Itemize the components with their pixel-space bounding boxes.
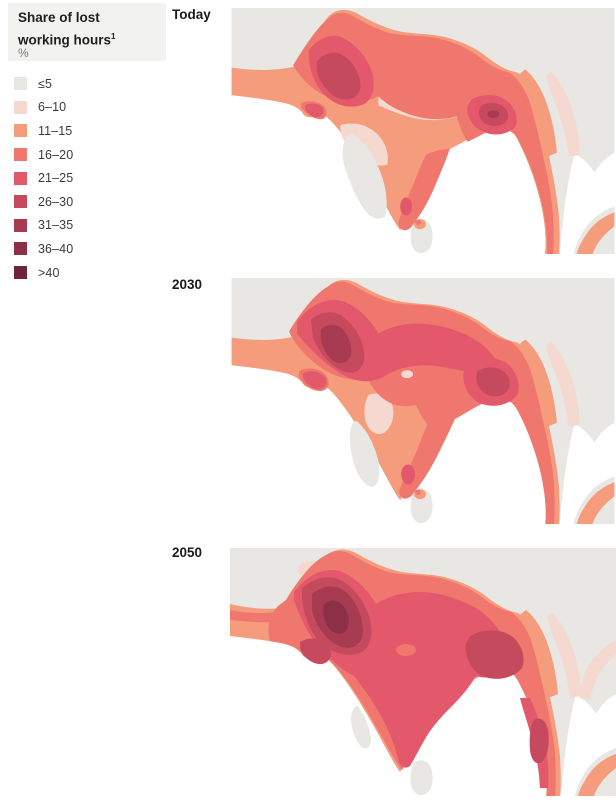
band-6-10: [546, 341, 580, 427]
legend-bin-label: 31–35: [38, 218, 74, 233]
legend-footnote-marker: 1: [111, 32, 116, 41]
band-6-10: [364, 393, 394, 434]
legend-row: 31–35: [14, 214, 73, 238]
map-today: [230, 8, 616, 254]
band-31-35: [320, 324, 352, 364]
band-6-10: [401, 370, 414, 379]
low-interior-region: [342, 132, 387, 219]
band-11-15: [521, 610, 558, 698]
legend-swatch: [14, 171, 27, 185]
band-26-30: [529, 718, 549, 764]
band-21-25: [401, 464, 416, 485]
legend-swatch: [14, 242, 27, 256]
band-11-15: [576, 482, 615, 524]
legend-rows: ≤5 6–10 11–15 16–20 21–25 26–30 31–35 36…: [14, 72, 73, 284]
band-11-15: [576, 212, 615, 254]
legend-unit: %: [18, 46, 29, 60]
legend-swatch: [14, 100, 27, 114]
legend-swatch: [14, 124, 27, 138]
band-16-20: [415, 219, 422, 225]
legend-swatch: [14, 77, 27, 91]
legend-row: 26–30: [14, 190, 73, 214]
band-21-25: [304, 103, 324, 118]
legend-row: 36–40: [14, 237, 73, 261]
legend-swatch: [14, 195, 27, 209]
panel-label-today: Today: [172, 7, 211, 22]
band-26-30: [316, 52, 361, 100]
band-6-10: [547, 612, 581, 698]
panel-label-2050: 2050: [172, 545, 203, 560]
panel-label-2030: 2030: [172, 277, 203, 292]
legend-row: 21–25: [14, 166, 73, 190]
legend-title-line2: working hours: [18, 32, 112, 48]
legend-row: 6–10: [14, 96, 73, 120]
map-2030: [230, 278, 616, 524]
low-interior-region: [351, 706, 371, 749]
band-11-15: [520, 339, 557, 427]
band-31-35: [487, 110, 500, 119]
band-16-20: [230, 610, 290, 623]
legend-bin-label: 16–20: [38, 147, 74, 162]
legend-bin-label: 11–15: [38, 123, 73, 138]
band-36-40: [323, 600, 349, 634]
legend-row: >40: [14, 261, 73, 285]
legend-swatch: [14, 218, 27, 232]
band-26-30: [465, 630, 524, 679]
legend-title-line1: Share of lost: [18, 10, 100, 25]
map-2050: [230, 546, 616, 798]
legend-bin-label: 26–30: [38, 194, 74, 209]
legend-bin-label: 36–40: [38, 241, 74, 256]
map-today-svg: [231, 8, 615, 254]
legend-row: 16–20: [14, 143, 73, 167]
legend-swatch: [14, 148, 27, 162]
band-11-15: [520, 69, 557, 157]
legend-bin-label: 21–25: [38, 171, 74, 186]
band-26-30: [300, 638, 331, 665]
band-26-30: [476, 367, 510, 397]
legend-bin-label: >40: [38, 265, 60, 280]
legend-row: ≤5: [14, 72, 73, 96]
band-16-20: [415, 489, 422, 495]
band-6-10: [546, 71, 580, 157]
band-16-20: [396, 644, 416, 656]
legend-swatch: [14, 266, 27, 280]
legend-row: 11–15: [14, 119, 73, 143]
map-2050-svg: [230, 548, 616, 796]
band-21-25: [302, 371, 327, 390]
legend-title: Share of lost working hours1: [18, 8, 115, 50]
legend-bin-label: ≤5: [38, 76, 53, 91]
legend-bin-label: 6–10: [38, 100, 67, 115]
band-11-15: [578, 754, 616, 796]
band-21-25: [400, 197, 413, 216]
legend-title-background: [8, 3, 166, 61]
band-6-10: [580, 640, 616, 700]
map-2030-svg: [231, 278, 615, 524]
low-interior-region: [349, 420, 380, 487]
sri-lanka-region: [410, 760, 433, 796]
